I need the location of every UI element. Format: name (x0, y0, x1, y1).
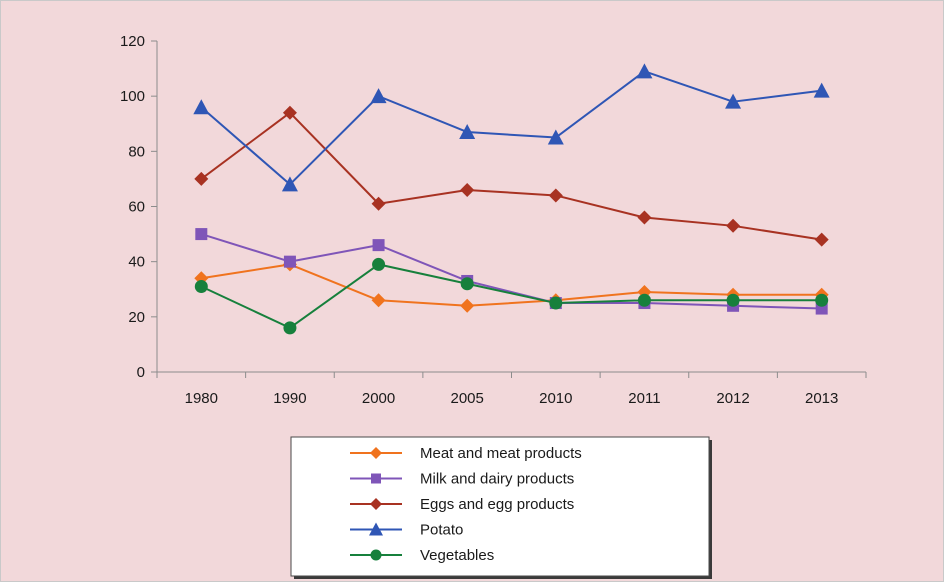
data-point (547, 129, 564, 145)
y-tick-label: 100 (120, 88, 145, 105)
data-point (372, 257, 386, 271)
y-tick-label: 0 (137, 364, 145, 381)
data-point (725, 93, 742, 109)
series-line (201, 233, 822, 310)
data-point (460, 277, 474, 291)
x-tick-label: 2011 (628, 390, 660, 407)
data-point (548, 188, 563, 203)
y-tick-label: 80 (128, 143, 145, 160)
x-tick-label: 1980 (185, 390, 218, 407)
data-point (372, 239, 385, 252)
data-point (460, 298, 475, 313)
data-point (195, 228, 208, 241)
legend-label: Meat and meat products (420, 445, 582, 462)
x-tick-label: 2010 (539, 390, 572, 407)
legend-swatch-marker (371, 473, 381, 484)
data-point (370, 88, 387, 104)
legend-item-0: Meat and meat products (350, 445, 582, 462)
data-point (815, 293, 829, 307)
data-point (637, 210, 652, 225)
data-point (282, 105, 297, 120)
legend-item-2: Eggs and egg products (350, 496, 574, 513)
series-4 (194, 257, 829, 335)
data-point (283, 321, 297, 335)
data-point (460, 182, 475, 197)
x-tick-label: 2013 (805, 390, 838, 407)
series-line (200, 111, 822, 241)
data-point (371, 293, 386, 308)
legend-swatch-marker (370, 549, 382, 561)
data-point (194, 279, 208, 293)
y-tick-label: 60 (128, 199, 145, 216)
legend-label: Milk and dairy products (420, 471, 574, 488)
data-point (283, 255, 296, 268)
series-2 (194, 105, 829, 247)
series-3 (193, 63, 830, 192)
y-tick-label: 40 (128, 254, 145, 271)
data-point (726, 293, 740, 307)
series-line (200, 263, 822, 329)
legend-item-3: Potato (350, 522, 463, 539)
x-tick-label: 1990 (273, 390, 306, 407)
y-tick-label: 20 (128, 309, 145, 326)
legend (290, 436, 710, 577)
data-point (636, 63, 653, 79)
legend-label: Vegetables (420, 547, 494, 564)
x-tick-label: 2000 (362, 390, 395, 407)
legend-item-4: Vegetables (350, 547, 494, 564)
legend-swatch-marker (369, 522, 383, 536)
data-point (193, 99, 210, 115)
legend-swatch-marker (370, 447, 382, 459)
data-point (549, 296, 563, 310)
legend-item-1: Milk and dairy products (350, 471, 574, 488)
series-line (201, 263, 822, 307)
data-point (281, 176, 298, 192)
data-point (459, 124, 476, 140)
data-point (637, 293, 651, 307)
data-point (726, 218, 741, 233)
data-point (194, 171, 209, 186)
data-point (814, 232, 829, 247)
x-tick-label: 2012 (716, 390, 749, 407)
legend-label: Eggs and egg products (420, 496, 574, 513)
legend-label: Potato (420, 522, 463, 539)
data-point (371, 196, 386, 211)
legend-swatch-marker (370, 498, 382, 510)
y-tick-label: 120 (120, 33, 145, 50)
series-line (200, 70, 822, 186)
data-point (813, 82, 830, 98)
x-tick-label: 2005 (451, 390, 484, 407)
